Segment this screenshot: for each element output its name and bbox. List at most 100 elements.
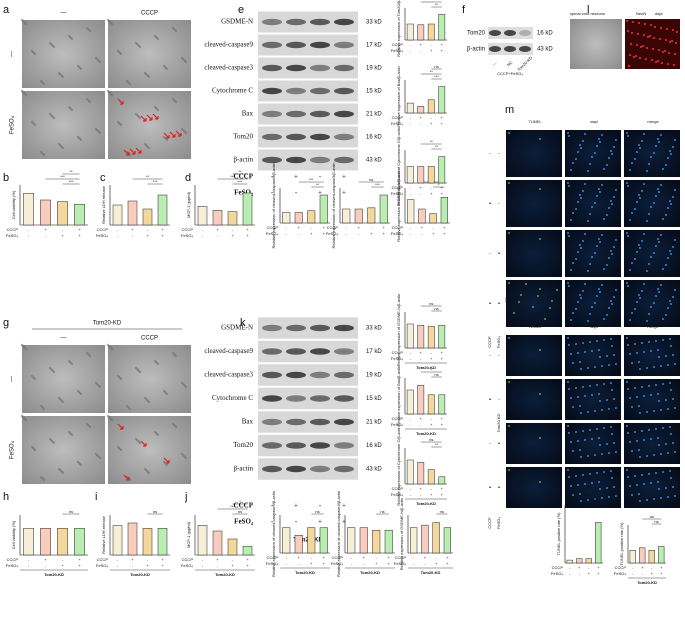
stain-label: dapi xyxy=(655,11,663,16)
bar xyxy=(417,462,425,485)
nucleus xyxy=(672,196,674,198)
condition-sign: - xyxy=(431,115,433,120)
condition-sign: + xyxy=(441,115,444,120)
nucleus xyxy=(598,288,600,290)
condition-sign: - xyxy=(579,571,581,576)
nucleus xyxy=(594,252,596,254)
condition-sign: + xyxy=(231,563,234,568)
nucleus xyxy=(587,320,589,322)
nucleus xyxy=(568,285,570,287)
nucleus xyxy=(601,453,603,455)
nucleus xyxy=(662,218,664,220)
blot-label: Tom20 xyxy=(233,133,253,141)
nucleus xyxy=(655,195,657,197)
condition-sign: - xyxy=(286,231,288,236)
cell-dot xyxy=(119,377,123,381)
condition-sign: - xyxy=(295,189,298,197)
nucleus xyxy=(567,425,569,427)
blot-band xyxy=(334,133,354,141)
blot-size: 21 kD xyxy=(366,112,382,118)
condition-sign: + xyxy=(441,350,444,355)
condition-sign: - xyxy=(311,555,313,560)
chart-footer: Tom20-KD xyxy=(416,431,436,436)
neuron-dot xyxy=(633,56,635,58)
bar xyxy=(227,538,238,556)
cell-dot xyxy=(24,418,28,422)
condition-sign: - xyxy=(410,486,412,491)
sig-label: * xyxy=(430,0,432,2)
nucleus xyxy=(611,389,613,391)
condition-sign: + xyxy=(61,233,64,238)
nucleus xyxy=(572,450,574,452)
nucleus xyxy=(638,493,640,495)
bar xyxy=(142,208,153,226)
condition-name: CCCP xyxy=(182,227,194,232)
condition-name: FeSO₄ xyxy=(6,233,18,238)
nucleus xyxy=(539,238,541,240)
nucleus xyxy=(582,190,584,192)
condition-sign: + xyxy=(420,350,423,355)
nucleus xyxy=(674,239,676,241)
nucleus xyxy=(648,341,650,343)
panel-letter: j xyxy=(184,491,187,503)
condition-sign: - xyxy=(431,350,433,355)
blot-band xyxy=(310,324,330,332)
nucleus xyxy=(580,412,582,414)
condition-sign: - xyxy=(62,557,64,562)
blot-band xyxy=(262,87,282,95)
blot-band xyxy=(519,46,531,52)
cell-dot xyxy=(52,116,56,120)
nucleus xyxy=(584,351,586,353)
nucleus xyxy=(589,213,591,215)
nucleus xyxy=(610,150,612,152)
nucleus xyxy=(650,438,652,440)
nucleus xyxy=(594,302,596,304)
nucleus xyxy=(626,469,628,471)
neuron-dot xyxy=(653,37,655,39)
bar xyxy=(438,86,446,114)
chart-footer: Tom20-KD xyxy=(360,570,380,575)
condition-sign: - xyxy=(569,565,571,570)
nucleus xyxy=(627,432,629,434)
condition-name: FeSO₄ xyxy=(234,189,254,197)
bar xyxy=(407,199,415,224)
condition-sign: + xyxy=(383,231,386,236)
sig-label: ns xyxy=(654,519,658,524)
nucleus xyxy=(611,253,613,255)
blot-band xyxy=(489,46,501,52)
neuron-dot xyxy=(674,53,676,55)
condition-sign: + xyxy=(498,441,501,446)
condition-sign: - xyxy=(410,191,412,196)
condition-sign: + xyxy=(660,571,663,576)
condition-sign: + xyxy=(498,301,501,306)
nucleus xyxy=(532,306,534,308)
condition-name: CCCP xyxy=(392,486,404,491)
micro-title: Tom20-KD xyxy=(93,321,122,327)
nucleus xyxy=(658,141,660,143)
condition-sign: + xyxy=(318,189,322,197)
nucleus xyxy=(631,362,633,364)
neuron-dot xyxy=(668,52,670,54)
y-label: Relative expression of cleaved-caspase3/… xyxy=(336,491,341,577)
nucleus xyxy=(646,411,648,413)
nucleus xyxy=(638,361,640,363)
cell-dot xyxy=(138,370,142,374)
panel-letter: f xyxy=(462,4,466,16)
condition-name: CCCP xyxy=(392,42,404,47)
blot-strip xyxy=(258,149,358,171)
nucleus xyxy=(567,282,569,284)
nucleus xyxy=(539,138,541,140)
nucleus xyxy=(589,473,591,475)
nucleus xyxy=(634,258,636,260)
bar xyxy=(282,212,291,224)
condition-name: FeSO₄ xyxy=(181,233,193,238)
condition-sign: - xyxy=(498,201,500,206)
condition-sign: + xyxy=(498,485,501,490)
condition-sign: - xyxy=(498,201,500,206)
blot-strip xyxy=(258,364,358,386)
condition-sign: - xyxy=(351,561,353,566)
nucleus xyxy=(641,140,643,142)
nucleus xyxy=(660,134,662,136)
nucleus xyxy=(667,257,669,259)
condition-sign: - xyxy=(232,557,234,562)
